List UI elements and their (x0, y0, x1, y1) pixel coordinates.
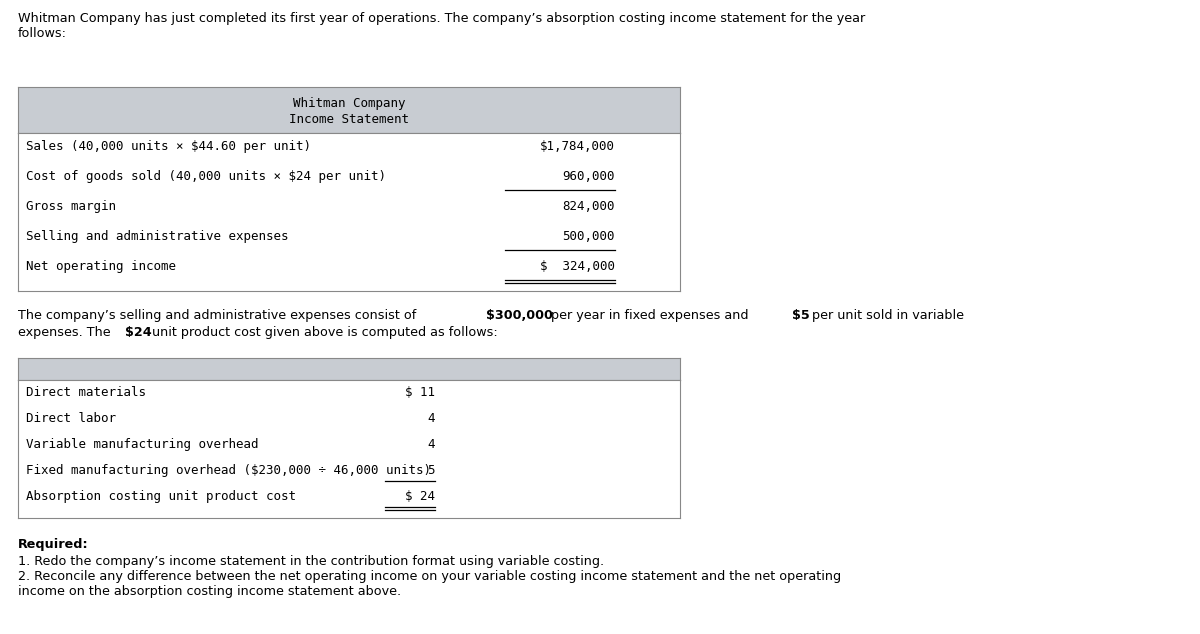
Text: $ 11: $ 11 (406, 386, 436, 399)
Text: Whitman Company: Whitman Company (293, 97, 406, 110)
Text: 500,000: 500,000 (563, 230, 616, 243)
Text: Direct materials: Direct materials (26, 386, 146, 399)
Text: Gross margin: Gross margin (26, 200, 116, 213)
Text: $ 24: $ 24 (406, 490, 436, 503)
Text: 4: 4 (427, 438, 436, 451)
Text: 1. Redo the company’s income statement in the contribution format using variable: 1. Redo the company’s income statement i… (18, 555, 841, 598)
Text: Absorption costing unit product cost: Absorption costing unit product cost (26, 490, 296, 503)
Text: per unit sold in variable: per unit sold in variable (808, 309, 964, 322)
Text: Net operating income: Net operating income (26, 260, 176, 273)
Text: 824,000: 824,000 (563, 200, 616, 213)
Text: $  324,000: $ 324,000 (540, 260, 616, 273)
Text: Fixed manufacturing overhead ($230,000 ÷ 46,000 units): Fixed manufacturing overhead ($230,000 ÷… (26, 464, 431, 477)
Text: Cost of goods sold (40,000 units × $24 per unit): Cost of goods sold (40,000 units × $24 p… (26, 170, 386, 183)
Text: $5: $5 (792, 309, 810, 322)
Text: 4: 4 (427, 412, 436, 425)
Text: expenses. The: expenses. The (18, 326, 115, 339)
Text: Direct labor: Direct labor (26, 412, 116, 425)
Text: unit product cost given above is computed as follows:: unit product cost given above is compute… (149, 326, 498, 339)
Text: 5: 5 (427, 464, 436, 477)
Text: Sales (40,000 units × $44.60 per unit): Sales (40,000 units × $44.60 per unit) (26, 140, 311, 153)
Text: $1,784,000: $1,784,000 (540, 140, 616, 153)
Text: Selling and administrative expenses: Selling and administrative expenses (26, 230, 288, 243)
Text: per year in fixed expenses and: per year in fixed expenses and (547, 309, 752, 322)
Text: 960,000: 960,000 (563, 170, 616, 183)
Text: $300,000: $300,000 (486, 309, 552, 322)
Text: Income Statement: Income Statement (289, 113, 409, 126)
Text: Required:: Required: (18, 538, 89, 551)
Text: Variable manufacturing overhead: Variable manufacturing overhead (26, 438, 258, 451)
Text: Whitman Company has just completed its first year of operations. The company’s a: Whitman Company has just completed its f… (18, 12, 865, 40)
Text: The company’s selling and administrative expenses consist of: The company’s selling and administrative… (18, 309, 420, 322)
Text: $24: $24 (125, 326, 152, 339)
